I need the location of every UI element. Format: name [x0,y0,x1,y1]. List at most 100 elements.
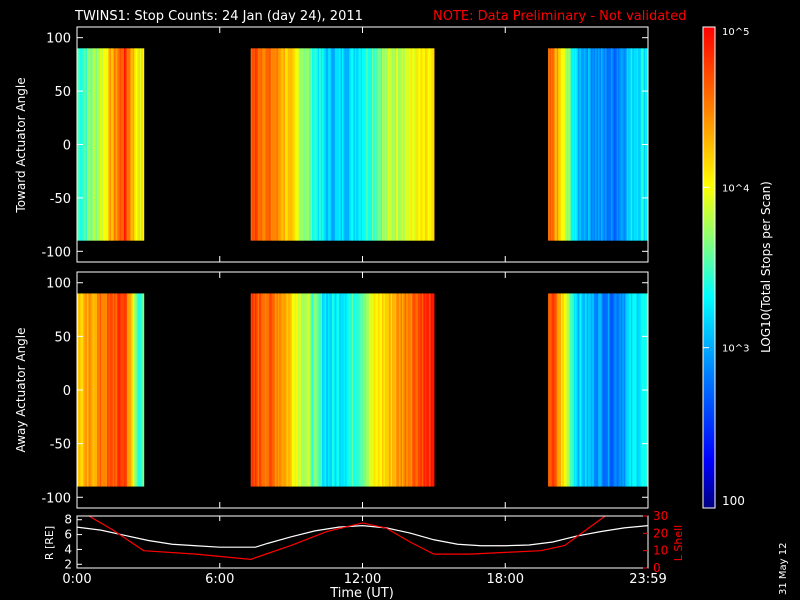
heatmap-cell [112,48,115,241]
heatmap-cell [269,48,272,241]
heatmap-cell [292,293,295,487]
heatmap-cell [277,293,280,487]
heatmap-cell [382,48,385,241]
y-tick-label: 6 [64,528,72,542]
heatmap-cell [313,48,316,241]
heatmap-cell [286,48,289,241]
heatmap-cell [596,48,599,241]
heatmap-cell [297,293,300,487]
heatmap-cell [573,48,576,241]
heatmap-cell [294,48,297,241]
heatmap-cell [96,48,100,241]
heatmap-cell [92,293,95,487]
heatmap-cell [568,293,571,487]
heatmap-cell [128,48,131,241]
heatmap-cell [132,293,135,487]
heatmap-cell [628,48,631,241]
heatmap-cell [296,48,299,241]
heatmap-cell [622,48,625,241]
heatmap-cell [578,293,581,487]
heatmap-cell [342,293,345,487]
heatmap-cell [563,48,566,241]
heatmap-cell [309,48,312,241]
heatmap-cell [616,293,619,487]
heatmap-cell [610,293,613,487]
heatmap-cell [583,293,586,487]
heatmap-cell [552,293,555,487]
heatmap-cell [615,48,618,241]
heatmap-cell [386,293,389,487]
heatmap-cell [307,293,310,487]
heatmap-cell [399,48,402,241]
heatmap-cell [121,48,124,241]
heatmap-cell [548,48,551,241]
heatmap-cell [369,293,372,487]
heatmap-cell [129,293,132,487]
heatmap-cell [605,48,608,241]
heatmap-cell [105,48,108,241]
heatmap-cell [389,293,392,487]
heatmap-cell [138,48,141,241]
heatmap-cell [565,48,568,241]
colorbar-tick-label: 10^4 [722,183,749,194]
heatmap-cell [304,48,307,241]
heatmap-cell [336,293,339,487]
y2-tick-label: 20 [653,526,668,540]
heatmap-cell [334,48,337,241]
heatmap-cell [599,48,602,241]
heatmap-cell [254,48,257,241]
heatmap-cell [593,293,596,487]
heatmap-cell [267,48,270,241]
heatmap-cell [112,293,115,487]
heatmap-cell [360,293,363,487]
heatmap-cell [608,48,611,241]
heatmap-cell [613,293,616,487]
heatmap-cell [274,293,277,487]
heatmap-cell [118,48,121,241]
heatmap-cell [626,293,629,487]
heatmap-cell [421,293,425,487]
heatmap-cell [350,48,353,241]
heatmap-cell [599,293,602,487]
colorbar-gradient [702,26,716,509]
heatmap-cell [282,293,285,487]
heatmap-cell [636,48,639,241]
heatmap-cell [310,293,313,487]
heatmap-cell [289,293,292,487]
heatmap-cell [336,48,339,241]
heatmap-cell [590,48,593,241]
heatmap-cell [287,293,290,487]
heatmap-cell [593,48,596,241]
heatmap-cell [352,293,355,487]
heatmap-cell [317,48,320,241]
heatmap-cell [562,48,565,241]
heatmap-cell [322,293,325,487]
heatmap-cell [91,293,94,487]
heatmap-cell [96,293,100,487]
heatmap-cell [576,48,579,241]
heatmap-cell [396,48,399,241]
heatmap-cell [393,48,396,241]
y-tick-label: 0 [63,384,71,399]
heatmap-cell [254,293,257,487]
heatmap-cell [393,293,396,487]
heatmap-cell [569,293,572,487]
heatmap-cell [364,48,367,241]
heatmap-cell [333,48,336,241]
heatmap-cell [394,48,397,241]
heatmap-cell [344,293,347,487]
heatmap-cell [333,293,336,487]
heatmap-cell [136,293,139,487]
heatmap-cell [135,48,138,241]
preliminary-note: NOTE: Data Preliminary - Not validated [433,9,687,24]
heatmap-cell [595,293,598,487]
heatmap-cell [638,293,641,487]
heatmap-cell [606,293,609,487]
heatmap-cell [573,293,576,487]
heatmap-cell [570,48,573,241]
heatmap-cell [632,48,635,241]
r-series-line [77,525,648,548]
heatmap-cell [252,293,255,487]
heatmap-cell [272,293,275,487]
heatmap-cell [109,48,112,241]
